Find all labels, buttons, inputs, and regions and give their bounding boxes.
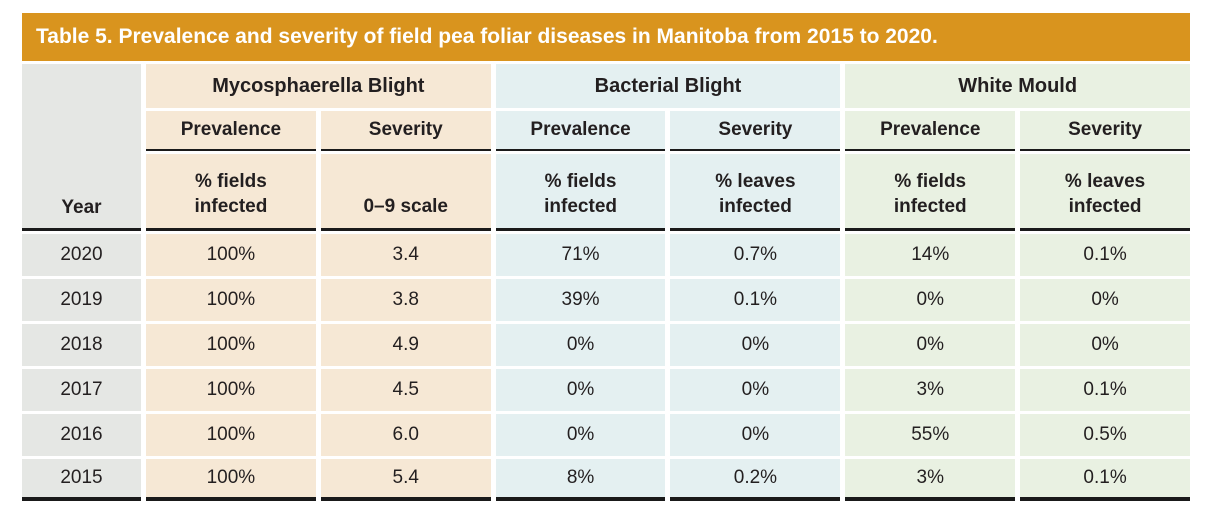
subheader-mb-prevalence: Prevalence — [146, 111, 316, 151]
table-title: Table 5. Prevalence and severity of fiel… — [36, 25, 938, 48]
measure-header-wm-severity: % leaves infected — [1020, 154, 1190, 231]
data-cell-mb-prevalence: 100% — [146, 234, 316, 276]
subheader-wm-severity: Severity — [1020, 111, 1190, 151]
data-cell-bb-prevalence: 0% — [495, 414, 666, 456]
year-cell: 2019 — [22, 279, 141, 321]
data-cell-mb-severity: 4.5 — [320, 369, 491, 411]
data-cell-mb-severity: 5.4 — [320, 459, 491, 501]
data-cell-bb-prevalence: 0% — [495, 369, 666, 411]
year-cell: 2020 — [22, 234, 141, 276]
measure-header-mb-prevalence: % fields infected — [146, 154, 316, 231]
year-cell: 2015 — [22, 459, 141, 501]
subheader-bb-severity: Severity — [670, 111, 841, 151]
data-cell-mb-severity: 3.4 — [320, 234, 491, 276]
data-cell-wm-severity: 0% — [1020, 279, 1190, 321]
group-header-white-mould: White Mould — [845, 64, 1190, 108]
data-cell-bb-severity: 0% — [670, 324, 841, 366]
subheader-mb-severity: Severity — [320, 111, 491, 151]
data-cell-mb-prevalence: 100% — [146, 369, 316, 411]
data-cell-wm-prevalence: 3% — [845, 459, 1016, 501]
data-cell-bb-prevalence: 71% — [495, 234, 666, 276]
data-cell-wm-prevalence: 0% — [845, 324, 1016, 366]
data-cell-wm-prevalence: 3% — [845, 369, 1016, 411]
data-cell-bb-severity: 0.2% — [670, 459, 841, 501]
data-cell-mb-severity: 3.8 — [320, 279, 491, 321]
data-cell-mb-prevalence: 100% — [146, 279, 316, 321]
disease-table: Table 5. Prevalence and severity of fiel… — [22, 13, 1190, 501]
data-cell-wm-prevalence: 14% — [845, 234, 1016, 276]
year-cell: 2018 — [22, 324, 141, 366]
data-cell-wm-severity: 0.1% — [1020, 234, 1190, 276]
data-cell-bb-severity: 0.1% — [670, 279, 841, 321]
data-cell-wm-severity: 0.5% — [1020, 414, 1190, 456]
measure-header-bb-severity: % leaves infected — [670, 154, 841, 231]
data-cell-wm-prevalence: 0% — [845, 279, 1016, 321]
data-cell-bb-severity: 0% — [670, 414, 841, 456]
data-cell-mb-prevalence: 100% — [146, 459, 316, 501]
subheader-wm-prevalence: Prevalence — [845, 111, 1016, 151]
measure-header-wm-prevalence: % fields infected — [845, 154, 1016, 231]
data-cell-wm-severity: 0.1% — [1020, 459, 1190, 501]
year-column-header: Year — [22, 64, 141, 231]
data-cell-bb-prevalence: 0% — [495, 324, 666, 366]
table-title-bar: Table 5. Prevalence and severity of fiel… — [22, 13, 1190, 61]
subheader-bb-prevalence: Prevalence — [495, 111, 666, 151]
measure-header-mb-severity: 0–9 scale — [320, 154, 491, 231]
year-cell: 2016 — [22, 414, 141, 456]
data-cell-wm-prevalence: 55% — [845, 414, 1016, 456]
data-cell-mb-severity: 6.0 — [320, 414, 491, 456]
group-header-bacterial-blight: Bacterial Blight — [495, 64, 841, 108]
data-cell-wm-severity: 0% — [1020, 324, 1190, 366]
data-cell-mb-prevalence: 100% — [146, 324, 316, 366]
data-cell-bb-severity: 0.7% — [670, 234, 841, 276]
data-cell-mb-prevalence: 100% — [146, 414, 316, 456]
group-header-mycosphaerella-blight: Mycosphaerella Blight — [146, 64, 491, 108]
measure-header-bb-prevalence: % fields infected — [495, 154, 666, 231]
data-cell-mb-severity: 4.9 — [320, 324, 491, 366]
data-cell-wm-severity: 0.1% — [1020, 369, 1190, 411]
data-cell-bb-severity: 0% — [670, 369, 841, 411]
year-cell: 2017 — [22, 369, 141, 411]
data-cell-bb-prevalence: 8% — [495, 459, 666, 501]
data-cell-bb-prevalence: 39% — [495, 279, 666, 321]
